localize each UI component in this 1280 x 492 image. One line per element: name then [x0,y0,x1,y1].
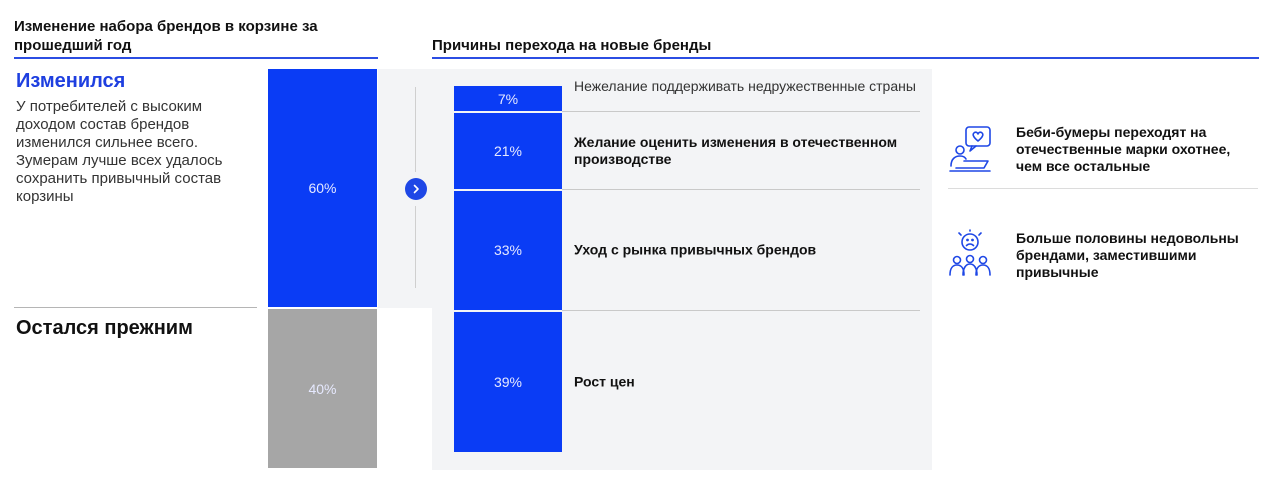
side-note-divider [948,188,1258,189]
unhappy-group-icon [949,229,991,276]
reasons-bar-label: 7% [497,90,519,107]
reasons-bar: 7% 21% 33% 39% [454,86,562,452]
reason-row-divider [562,188,920,190]
left-header-underline [14,57,378,59]
reasons-bar-label: 33% [493,242,523,259]
right-header-underline [432,57,1259,59]
left-header: Изменение набора брендов в корзине за пр… [14,18,318,54]
changed-title: Изменился [16,70,126,92]
reasons-bar-segment: 7% [454,86,562,112]
changed-description: У потребителей с высоким доходом состав … [16,98,223,205]
left-separator [14,307,257,308]
reasons-bar-segment: 33% [454,190,562,310]
next-arrow-button[interactable] [405,178,427,200]
reason-label: Уход с рынка привычных брендов [574,241,817,258]
reasons-list: Нежелание поддерживать недружественные с… [562,78,920,452]
person-heart-icon [949,126,991,172]
side-note-dissatisfied: Больше половины недовольны брендами, зам… [948,229,1258,289]
reasons-bar-segment: 21% [454,113,562,189]
reasons-bar-label: 21% [493,142,523,159]
brand-change-bar-segment: 40% [268,309,377,468]
reasons-bar-label: 39% [493,373,523,390]
side-note-boomers-text: Беби-бумеры переходят на отечественные м… [1016,124,1231,174]
brand-change-bar-label: 40% [308,380,337,397]
side-note-boomers: Беби-бумеры переходят на отечественные м… [948,122,1258,182]
unchanged-title: Остался прежним [16,317,193,339]
brand-change-bar-label: 60% [308,180,337,197]
right-header: Причины перехода на новые бренды [432,37,712,54]
reason-row-divider [562,111,920,113]
brand-change-bar: 60% 40% [268,69,377,468]
reasons-bar-segment: 39% [454,311,562,452]
reason-label: Желание оценить изменения в отечественно… [574,134,898,167]
reason-label: Рост цен [574,373,635,390]
brand-change-bar-segment: 60% [268,69,377,308]
chevron-right-icon [413,184,419,194]
side-note-dissatisfied-text: Больше половины недовольны брендами, зам… [1016,230,1239,280]
reason-row-divider [562,309,920,311]
connector-line-bottom [415,206,416,288]
connector-line-top [415,87,416,172]
reason-label: Нежелание поддерживать недружественные с… [574,78,916,94]
